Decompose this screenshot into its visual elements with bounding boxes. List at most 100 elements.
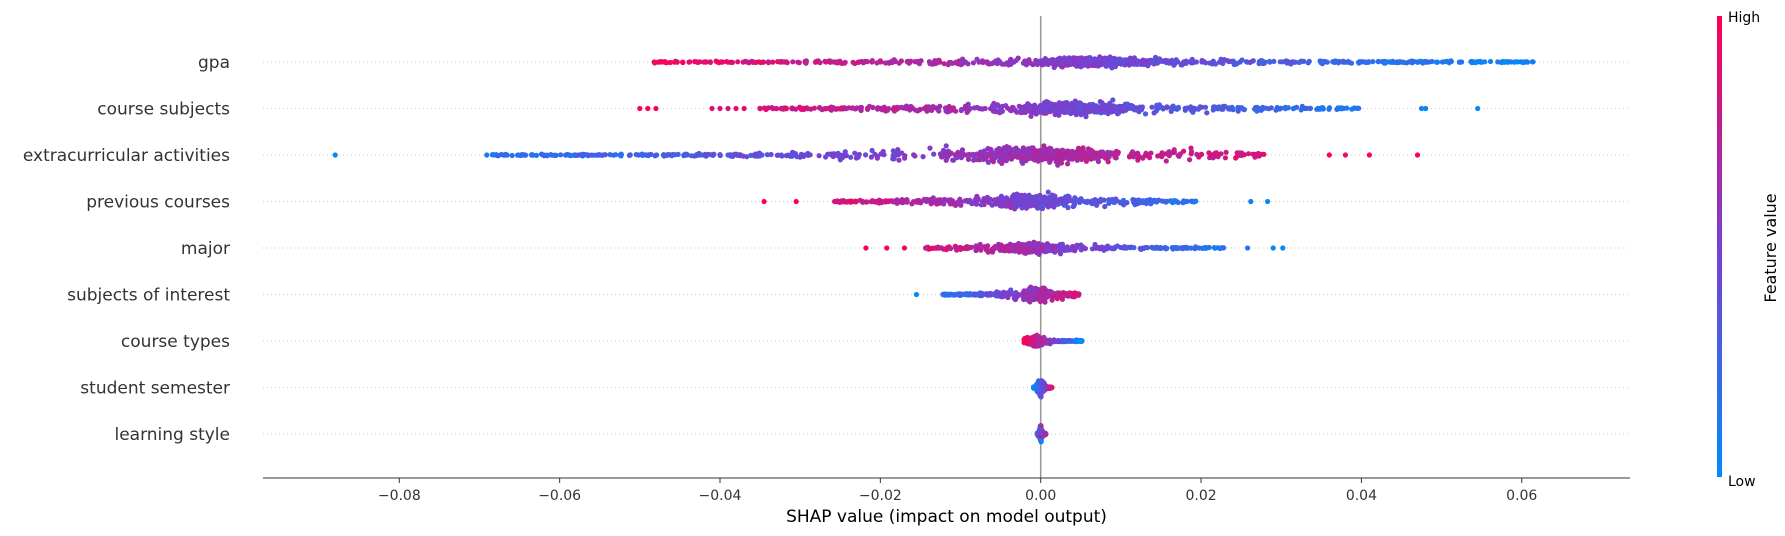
shap-point: [1307, 105, 1313, 112]
shap-point: [520, 152, 526, 158]
shap-point: [1332, 59, 1338, 65]
shap-point: [945, 62, 951, 68]
shap-point: [898, 58, 905, 64]
shap-point: [709, 105, 715, 112]
shap-point: [978, 247, 984, 253]
shap-point: [1383, 59, 1389, 65]
shap-point: [848, 154, 854, 160]
shap-point: [928, 201, 934, 207]
shap-point: [927, 145, 933, 151]
shap-point: [1042, 106, 1048, 112]
shap-point: [1181, 245, 1187, 251]
shap-point: [1193, 244, 1199, 250]
shap-point: [1083, 155, 1089, 161]
shap-point: [998, 109, 1004, 115]
shap-point: [1174, 245, 1180, 252]
shap-point: [1420, 60, 1426, 66]
shap-point: [1066, 338, 1072, 344]
shap-point: [839, 105, 845, 111]
shap-point: [831, 151, 837, 157]
shap-point: [1248, 198, 1254, 205]
shap-point: [1127, 153, 1133, 159]
shap-point: [684, 152, 690, 158]
shap-point: [1059, 241, 1065, 247]
shap-point: [773, 105, 779, 112]
shap-point: [936, 198, 942, 204]
shap-point: [948, 245, 954, 252]
shap-point: [1073, 59, 1079, 65]
shap-point: [1164, 245, 1170, 251]
x-axis-ticks: −0.08 −0.06 −0.04 −0.02 0.00 0.02 0.04 0.06: [378, 478, 1537, 504]
shap-point: [764, 152, 771, 158]
shap-point: [931, 151, 937, 157]
shap-point: [1468, 59, 1474, 65]
shap-point: [1028, 113, 1034, 119]
shap-point: [1099, 106, 1105, 112]
shap-point: [985, 291, 991, 297]
shap-point: [864, 199, 870, 205]
feature-label: student semester: [80, 379, 230, 399]
shap-point: [645, 153, 651, 159]
shap-point: [1059, 60, 1065, 66]
shap-point: [850, 59, 856, 65]
shap-point: [1047, 149, 1053, 155]
shap-point: [880, 151, 886, 157]
shap-point: [1306, 58, 1312, 64]
shap-point: [1156, 197, 1162, 203]
shap-point: [1105, 159, 1111, 165]
shap-point: [863, 152, 869, 158]
shap-point: [1211, 245, 1217, 251]
shap-point: [939, 154, 945, 160]
shap-point: [1113, 155, 1119, 161]
shap-point: [514, 152, 521, 158]
shap-point: [1213, 61, 1219, 67]
shap-point: [1087, 104, 1093, 110]
shap-point: [901, 245, 908, 251]
shap-point: [895, 152, 902, 158]
shap-point: [1072, 290, 1078, 296]
shap-point: [929, 107, 935, 113]
shap-point: [1397, 59, 1403, 65]
shap-point: [768, 151, 774, 158]
shap-point: [866, 103, 873, 109]
shap-point: [995, 196, 1001, 202]
shap-point: [1070, 203, 1076, 210]
shap-point: [728, 59, 734, 65]
shap-point: [1192, 198, 1198, 204]
shap-point: [952, 152, 958, 158]
shap-point: [1139, 104, 1145, 110]
shap-point: [964, 197, 970, 204]
shap-point: [1498, 59, 1504, 66]
shap-point: [1221, 57, 1227, 63]
shap-point: [967, 292, 974, 298]
shap-point: [1123, 245, 1129, 251]
shap-point: [1026, 106, 1032, 112]
shap-point: [1022, 192, 1028, 198]
shap-point: [998, 156, 1004, 162]
shap-point: [816, 153, 822, 159]
shap-point: [1074, 157, 1080, 163]
shap-point: [903, 103, 910, 109]
shap-point: [763, 106, 769, 112]
shap-point: [1233, 61, 1239, 67]
shap-point: [1063, 100, 1069, 106]
shap-point: [495, 152, 501, 159]
shap-point: [1223, 149, 1229, 155]
shap-point: [822, 106, 828, 112]
shap-point: [793, 198, 799, 205]
shap-point: [1434, 59, 1440, 65]
shap-point: [974, 201, 980, 207]
x-tick-label: 0.02: [1185, 488, 1216, 504]
shap-point: [1095, 199, 1101, 205]
shap-point: [735, 59, 741, 65]
shap-point: [915, 58, 921, 64]
shap-point: [1068, 61, 1074, 67]
shap-point: [1054, 296, 1060, 302]
shap-point: [1297, 59, 1303, 65]
shap-point: [1035, 340, 1041, 346]
shap-point: [1187, 157, 1193, 163]
shap-point: [1001, 203, 1007, 209]
shap-point: [1265, 198, 1271, 205]
shap-point: [1414, 152, 1421, 158]
shap-point: [1226, 105, 1232, 111]
